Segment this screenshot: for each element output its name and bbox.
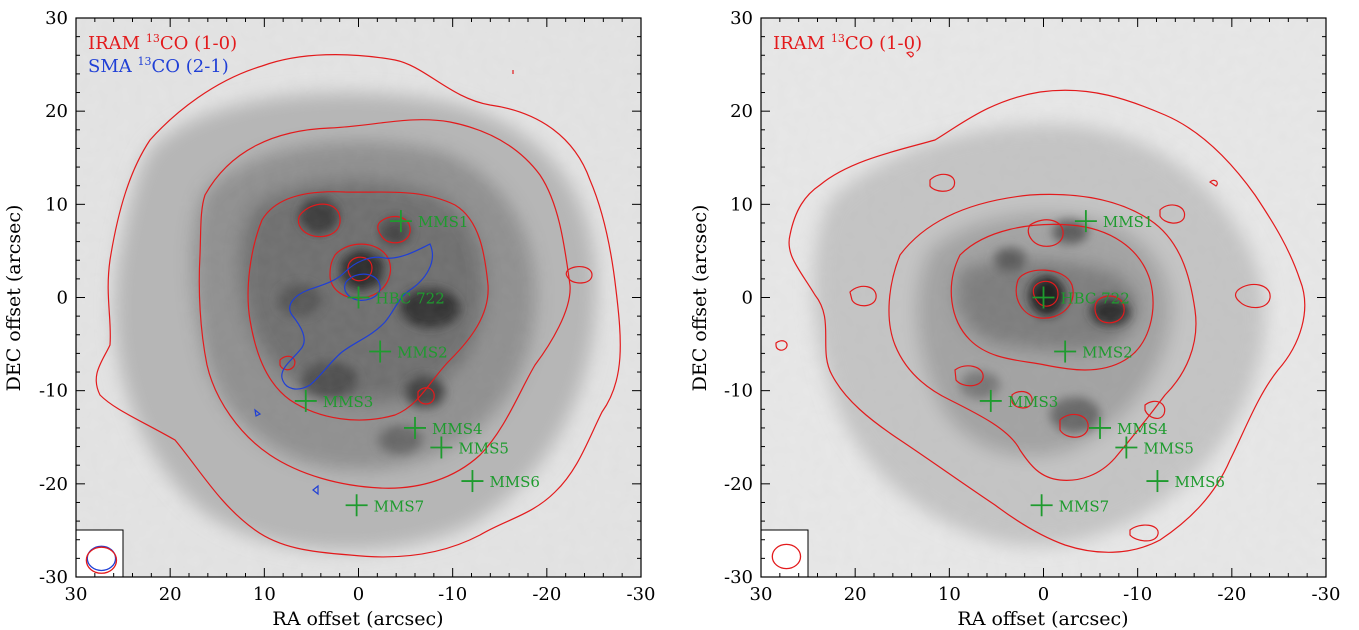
x-axis-label: RA offset (arcsec) (957, 608, 1128, 630)
legend-entry-sma: SMA 13CO (2-1) (88, 55, 229, 77)
x-tick-label: 0 (353, 584, 364, 605)
iram-contours (775, 51, 1306, 553)
source-marker: MMS1 (389, 210, 469, 233)
source-label: HBC 722 (1061, 290, 1130, 308)
y-tick-label: -30 (724, 567, 753, 588)
source-label: MMS1 (1103, 213, 1154, 231)
legend-entry-iram: IRAM 13CO (1-0) (773, 32, 922, 54)
y-tick-label: -10 (39, 381, 68, 402)
x-tick-label: -10 (1123, 584, 1152, 605)
legend-entry-iram: IRAM 13CO (1-0) (88, 32, 237, 54)
y-tick-label: 10 (730, 194, 753, 215)
source-marker: MMS4 (404, 416, 483, 439)
y-axis-label: DEC offset (arcsec) (689, 205, 711, 392)
x-tick-label: 20 (159, 584, 182, 605)
y-tick-label: -10 (724, 381, 753, 402)
x-tick-label: -20 (1217, 584, 1246, 605)
y-tick-label: -20 (39, 474, 68, 495)
beam-frame (75, 529, 124, 578)
source-label: MMS5 (1143, 439, 1194, 457)
source-label: MMS2 (397, 344, 448, 362)
source-label: MMS7 (1059, 497, 1110, 515)
x-tick-label: -30 (627, 584, 656, 605)
source-marker: MMS2 (369, 340, 448, 363)
source-label: MMS3 (323, 393, 374, 411)
source-marker: MMS4 (1089, 416, 1168, 439)
source-marker: MMS1 (1074, 210, 1154, 233)
beam-frame (760, 529, 809, 578)
source-label: MMS3 (1008, 393, 1059, 411)
y-tick-label: 0 (742, 288, 753, 309)
x-axis-label: RA offset (arcsec) (272, 608, 443, 630)
source-marker: MMS2 (1054, 340, 1133, 363)
axes: 30 20 10 0 -10 -20 -30 -30 -20 -10 0 10 20 30 (39, 8, 656, 605)
x-tick-label: 20 (844, 584, 867, 605)
sma-contours (254, 243, 433, 496)
axes: 30 20 10 0 -10 -20 -30 -30 -20 -10 0 10 20 30 (724, 8, 1341, 605)
y-tick-label: 10 (45, 194, 68, 215)
source-label: MMS4 (1117, 420, 1168, 438)
source-label: HBC 722 (376, 290, 445, 308)
source-marker: MMS7 (345, 494, 425, 517)
source-marker: MMS6 (461, 470, 540, 493)
source-label: MMS4 (432, 420, 483, 438)
source-marker: HBC 722 (1032, 286, 1130, 309)
y-tick-label: -30 (39, 567, 68, 588)
y-tick-label: 20 (45, 101, 68, 122)
source-marker: MMS6 (1146, 470, 1225, 493)
legend: IRAM 13CO (1-0) (773, 32, 922, 54)
source-label: MMS2 (1082, 344, 1133, 362)
beam-box (75, 529, 124, 578)
source-label: MMS6 (1174, 473, 1225, 491)
beam-ellipse (771, 543, 802, 570)
source-label: MMS1 (418, 213, 469, 231)
source-label: MMS6 (489, 473, 540, 491)
source-marker: MMS3 (979, 389, 1059, 412)
legend: IRAM 13CO (1-0) SMA 13CO (2-1) (88, 32, 237, 77)
source-marker: MMS3 (294, 389, 374, 412)
source-marker: MMS5 (1115, 436, 1194, 459)
x-tick-label: -10 (438, 584, 467, 605)
y-tick-label: 20 (730, 101, 753, 122)
beam-box (760, 529, 809, 578)
beam-ellipse (86, 545, 117, 572)
source-marker: HBC 722 (347, 286, 445, 309)
source-marker: MMS5 (430, 436, 509, 459)
source-label: MMS5 (458, 439, 509, 457)
x-tick-label: 30 (65, 584, 88, 605)
y-tick-label: -20 (724, 474, 753, 495)
y-tick-label: 30 (730, 8, 753, 29)
x-tick-label: 0 (1038, 584, 1049, 605)
y-axis-label: DEC offset (arcsec) (3, 205, 25, 392)
x-tick-label: 30 (750, 584, 773, 605)
source-label: MMS7 (374, 497, 425, 515)
source-marker: MMS7 (1030, 494, 1110, 517)
iram-contours (95, 54, 621, 558)
y-tick-label: 30 (45, 8, 68, 29)
x-tick-label: -30 (1312, 584, 1341, 605)
beam-ellipse (85, 546, 118, 574)
x-tick-label: 10 (938, 584, 961, 605)
x-tick-label: 10 (253, 584, 276, 605)
y-tick-label: 0 (57, 288, 68, 309)
x-tick-label: -20 (532, 584, 561, 605)
